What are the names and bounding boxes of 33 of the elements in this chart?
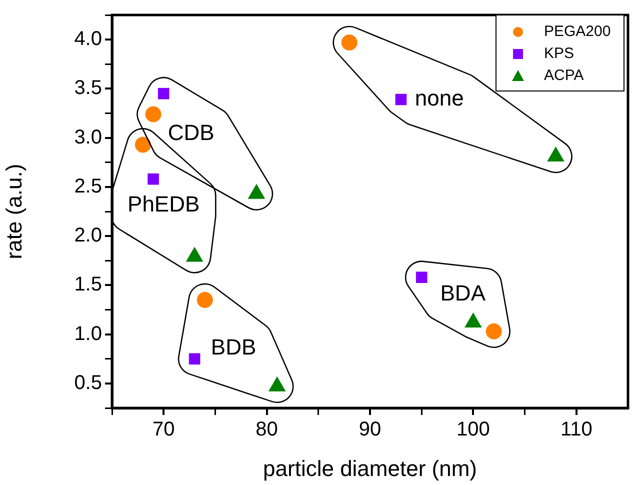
- x-tick-label: 110: [560, 418, 592, 441]
- point: [158, 88, 170, 100]
- x-tick-label: 100: [456, 418, 490, 441]
- legend-label: KPS: [544, 45, 574, 62]
- point: [188, 353, 200, 365]
- point: [145, 106, 162, 122]
- annotation: PhEDB: [128, 192, 200, 217]
- x-axis-title: particle diameter (nm): [263, 456, 477, 481]
- annotation: BDA: [440, 280, 486, 306]
- point: [134, 136, 151, 153]
- y-tick-label: 1.5: [74, 274, 102, 296]
- x-tick-label: 80: [256, 418, 278, 441]
- annotation: none: [414, 86, 464, 111]
- legend-label: ACPA: [544, 67, 584, 84]
- y-tick-label: 0.5: [74, 372, 102, 394]
- point: [416, 272, 428, 283]
- y-tick-label: 3.0: [74, 126, 102, 148]
- x-tick-label: 70: [152, 418, 175, 441]
- annotation: CDB: [168, 120, 214, 145]
- y-tick-label: 2.5: [74, 175, 102, 198]
- point: [486, 323, 502, 340]
- y-tick-label: 3.5: [74, 77, 102, 100]
- y-axis-title: rate (a.u.): [1, 164, 26, 260]
- point: [395, 94, 407, 106]
- y-tick-label: 4.0: [74, 28, 102, 50]
- x-tick-label: 90: [358, 418, 382, 441]
- point: [196, 292, 213, 308]
- legend-label: PEGA200: [544, 23, 611, 40]
- point: [148, 173, 159, 185]
- y-tick-label: 2.0: [74, 224, 102, 247]
- y-tick-label: 1.0: [74, 322, 102, 345]
- point: [341, 34, 358, 51]
- annotation: BDB: [210, 334, 256, 360]
